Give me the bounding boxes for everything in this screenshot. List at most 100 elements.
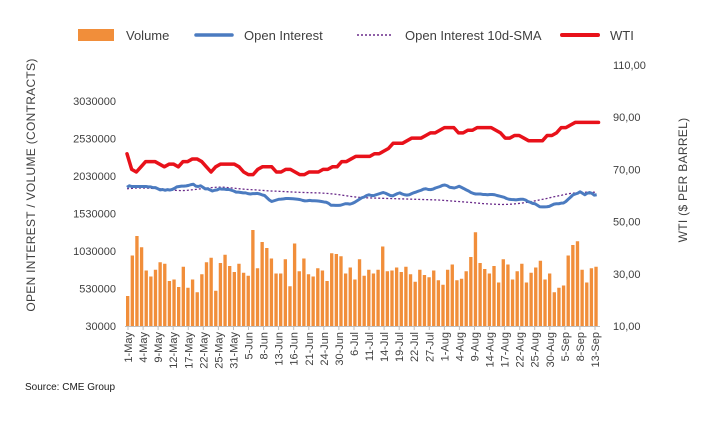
volume-bar [566,255,570,326]
volume-bar [483,269,487,326]
left-tick-label: 2530000 [73,134,116,146]
volume-bar [399,272,403,326]
volume-bar [195,292,199,326]
volume-bar [292,243,297,326]
x-tick-label: 5-Sep [560,332,572,361]
volume-bar [181,266,185,326]
x-tick-label: 1-Aug [439,332,451,361]
legend-item-volume: Volume [78,28,169,43]
source-note: Source: CME Group [25,382,115,393]
volume-bar [274,273,278,326]
x-tick-label: 22-Jul [409,332,421,362]
volume-bar [427,277,431,326]
right-tick-label: 30,00 [613,269,641,281]
volume-bar [589,268,594,326]
x-tick-label: 1-May [123,332,135,363]
volume-bar [547,273,552,326]
right-tick-label: 10,00 [613,321,641,333]
volume-bar [269,258,274,326]
x-tick-label: 4-May [138,332,150,363]
wti-line [125,120,601,177]
left-tick-label: 1030000 [73,246,116,258]
volume-bar [357,259,362,326]
volume-bar [469,257,473,326]
x-tick-label: 30-Jun [334,332,346,366]
left-tick-label: 2030000 [73,171,116,183]
left-tick-label: 1530000 [73,209,116,221]
volume-bar [367,269,371,326]
volume-bar [496,282,501,326]
x-tick-label: 22-Aug [515,332,527,367]
volume-bar [561,285,566,326]
volume-bar [265,248,269,326]
volume-bar [534,267,538,326]
x-tick-label: 17-May [183,332,195,369]
x-tick-label: 22-May [198,332,210,369]
x-tick-label: 31-May [229,332,241,369]
volume-bar [190,279,195,326]
volume-bar [288,286,292,326]
volume-bar [302,258,306,326]
volume-bar [283,259,288,326]
volume-bar [204,262,209,326]
open-interest-sma-line [126,186,597,206]
volume-bar [436,280,441,326]
volume-bar [320,270,325,326]
x-tick-label: 13-Sep [590,332,602,367]
volume-bar [223,254,227,326]
legend-swatch [78,29,114,41]
volume-bar [158,262,162,326]
volume-bar [325,281,329,326]
right-tick-label: 110,00 [613,60,646,72]
volume-bar [552,292,556,326]
volume-bar [394,267,399,326]
x-tick-label: 30-Aug [545,332,557,367]
x-tick-label: 6-Jul [349,332,361,356]
x-tick-label: 9-Aug [470,332,482,361]
x-tick-label: 5-Jun [244,332,256,360]
volume-bar [251,230,255,326]
volume-bar [362,275,366,326]
volume-bar [432,270,436,326]
volume-bar [343,273,348,326]
x-tick-label: 9-May [153,332,165,363]
volume-bar [237,263,241,326]
volume-bar [246,275,250,326]
volume-bars [126,230,598,326]
volume-bar [348,267,352,326]
legend-label: WTI [610,28,634,43]
volume-bar [385,271,390,326]
volume-bar [353,279,357,326]
x-tick-label: 14-Jul [379,332,391,362]
volume-bar [339,256,343,326]
volume-bar [330,253,334,326]
volume-bar [515,271,519,326]
volume-bar [594,266,598,326]
volume-bar [279,273,283,326]
left-tick-label: 30000 [85,321,116,333]
x-tick-label: 27-Jul [424,332,436,362]
volume-bar [316,268,320,326]
volume-bar [520,263,524,326]
right-axis-ticks: 110,00 90,00 70,00 50,00 30,00 10,00 [613,60,646,333]
volume-bar [459,278,464,326]
x-tick-label: 12-May [168,332,180,369]
legend-item-wti: WTI [560,28,634,43]
x-tick-label: 4-Aug [454,332,466,361]
x-tick-label: 19-Jul [394,332,406,362]
volume-bar [445,269,450,326]
volume-bar [529,272,533,326]
volume-bar [478,263,482,326]
right-tick-label: 90,00 [613,112,641,124]
volume-bar [209,257,213,326]
volume-bar [163,263,167,326]
x-tick-label: 11-Jul [364,332,376,361]
volume-bar [214,290,218,326]
volume-bar [144,270,148,326]
volume-bar [255,268,260,326]
volume-bar [510,279,515,326]
volume-bar [172,279,176,326]
volume-bar [167,281,172,326]
volume-bar [492,266,496,326]
volume-bar [334,254,339,326]
